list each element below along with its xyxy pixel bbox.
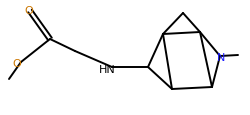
Text: O: O bbox=[24, 6, 33, 16]
Text: HN: HN bbox=[98, 64, 115, 74]
Text: O: O bbox=[12, 59, 21, 68]
Text: N: N bbox=[216, 53, 224, 62]
